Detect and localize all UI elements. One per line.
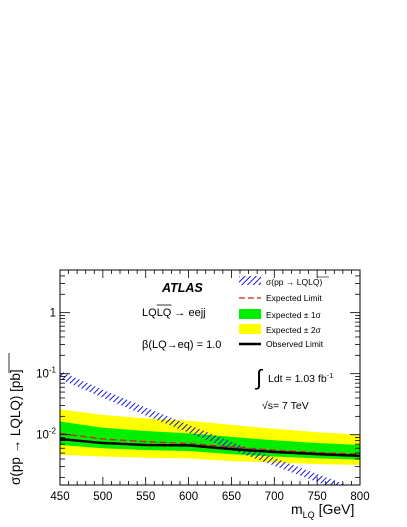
atlas-label: ATLAS: [161, 281, 203, 295]
legend-label-band2: Expected ± 2σ: [266, 325, 322, 335]
axis-ticks: [59, 269, 361, 485]
process-label: LQLQ → eejj: [142, 307, 206, 319]
x-tick-label: 650: [222, 491, 241, 503]
x-axis-title: mLQ [GeV]: [291, 501, 354, 520]
x-tick-label: 800: [350, 491, 369, 503]
legend-label-band1: Expected ± 1σ: [266, 310, 322, 320]
beta-label: β(LQ→eq) = 1.0: [142, 339, 221, 351]
legend-swatch-band2: [239, 324, 261, 334]
svg-text:σ(pp → LQLQ) [pb]: σ(pp → LQLQ) [pb]: [8, 369, 23, 485]
legend-label-theory: σ(pp → LQLQ): [266, 277, 322, 287]
expected-limit-line: [60, 432, 360, 455]
lumi-label: Ldt = 1.03 fb-1: [268, 371, 333, 385]
legend-swatch-theory: [239, 276, 261, 285]
y-tick-label: 10-1: [36, 366, 56, 381]
y-tick-label: 1: [50, 308, 56, 320]
x-tick-label: 750: [308, 491, 327, 503]
x-tick-label: 700: [265, 491, 284, 503]
energy-label: √s= 7 TeV: [262, 400, 309, 412]
x-tick-label: 500: [93, 491, 112, 503]
limit-lines: [60, 432, 360, 458]
legend-swatch-band1: [239, 309, 261, 319]
observed-limit-line: [60, 437, 360, 458]
plot-frame: [59, 269, 361, 486]
legend-label-expected: Expected Limit: [266, 293, 322, 303]
y-tick-label: 10-2: [36, 427, 56, 442]
y-axis-title: σ(pp → LQLQ) [pb]: [8, 353, 23, 485]
x-tick-label: 550: [136, 491, 155, 503]
x-tick-label: 450: [50, 491, 69, 503]
lumi-integral-symbol: ∫: [254, 365, 264, 390]
x-tick-label: 600: [179, 491, 198, 503]
legend: σ(pp → LQLQ) Expected Limit Expected ± 1…: [239, 276, 329, 349]
tick-labels: 450 500 550 600 650 700 750 800 1 10-1 10-2: [36, 308, 370, 503]
legend-label-observed: Observed Limit: [266, 339, 324, 349]
